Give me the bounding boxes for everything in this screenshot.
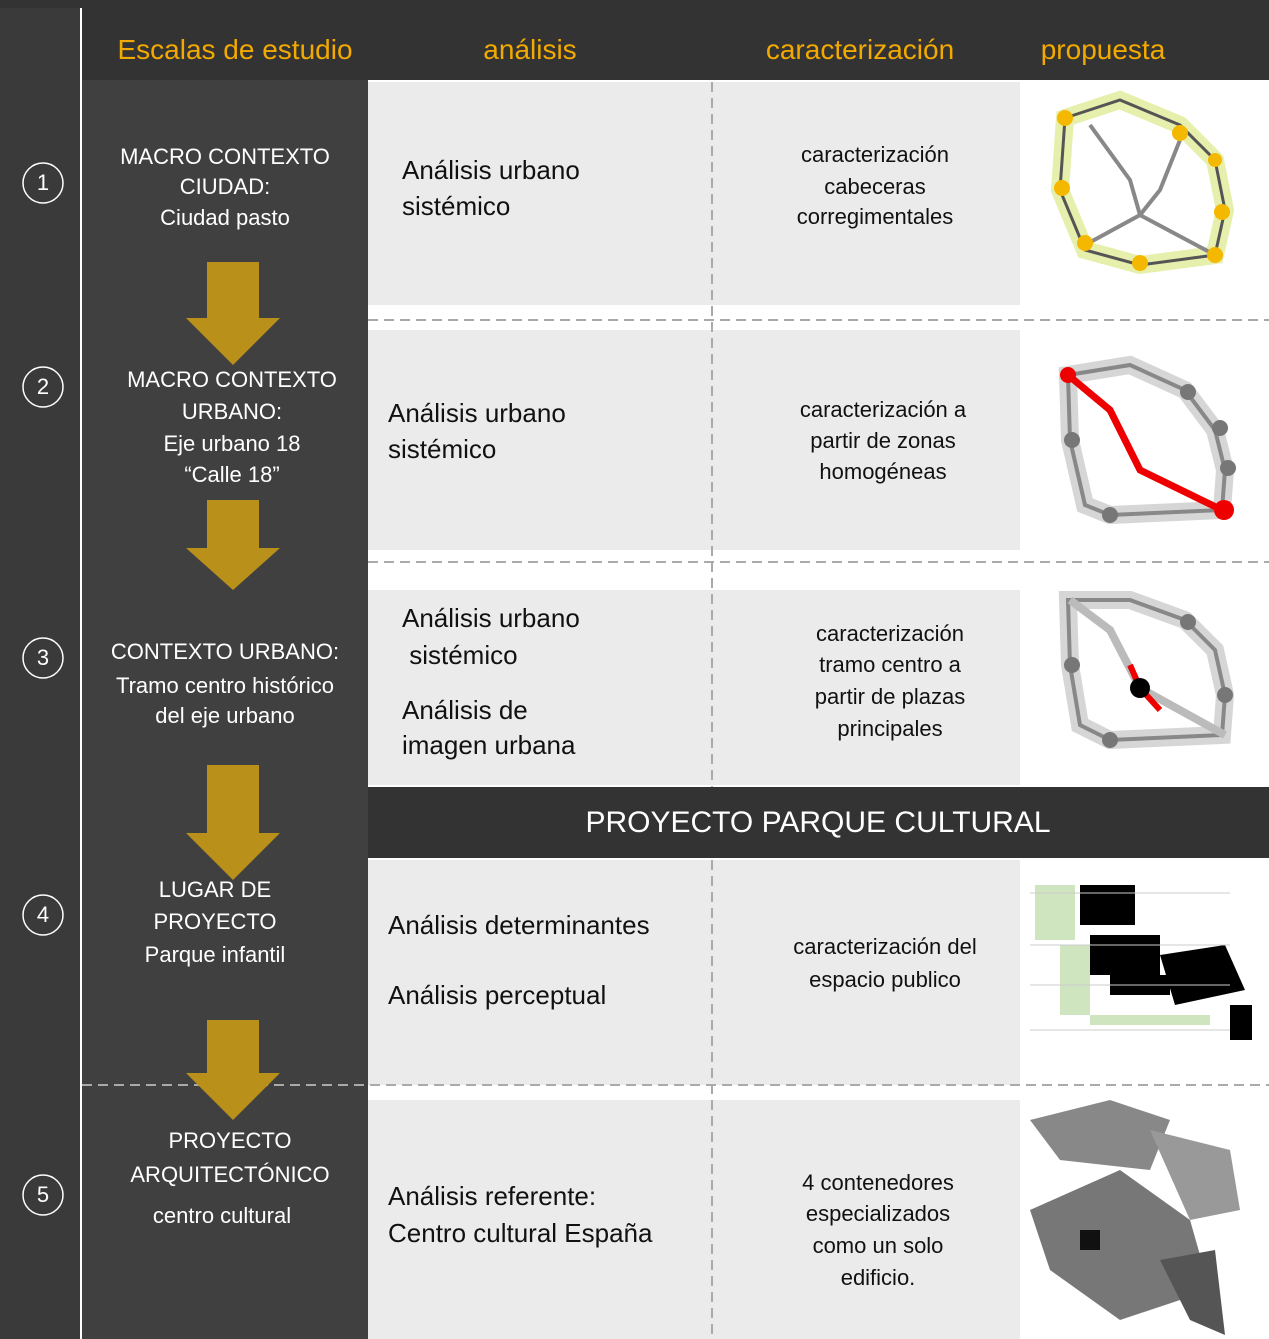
analysis-line: imagen urbana — [402, 730, 576, 760]
analysis-line: Análisis perceptual — [388, 980, 607, 1010]
banner: PROYECTO PARQUE CULTURAL — [585, 806, 1051, 839]
analysis-line: Centro cultural España — [388, 1218, 653, 1248]
characterization-line: caracterización — [816, 621, 964, 646]
analysis-line: Análisis urbano — [402, 155, 580, 185]
scale-line: MACRO CONTEXTO — [127, 367, 337, 392]
characterization-line: partir de plazas — [814, 684, 966, 709]
analysis-line: Análisis de — [402, 695, 528, 725]
characterization-line: homogéneas — [819, 459, 947, 484]
characterization-line: partir de zonas — [810, 428, 956, 453]
scale-line: CONTEXTO URBANO: — [110, 639, 340, 664]
characterization-line: corregimentales — [796, 204, 954, 229]
characterization-line: caracterización a — [799, 397, 967, 422]
column-header: análisis — [483, 34, 577, 65]
scale-line: CIUDAD: — [179, 174, 271, 199]
characterization-line: caracterización — [801, 142, 949, 167]
characterization-line: especializados — [805, 1201, 951, 1226]
scale-line: URBANO: — [181, 399, 283, 424]
scale-line: Tramo centro histórico — [115, 673, 335, 698]
characterization-line: edificio. — [840, 1265, 916, 1290]
analysis-line: Análisis determinantes — [388, 910, 650, 940]
characterization-line: principales — [837, 716, 943, 741]
scale-line: Eje urbano 18 — [163, 431, 301, 456]
scale-line: “Calle 18” — [184, 462, 280, 487]
column-header: caracterización — [765, 34, 955, 65]
column-header: propuesta — [1040, 34, 1166, 65]
column-header: Escalas de estudio — [117, 34, 353, 65]
analysis-line: sistémico — [402, 191, 511, 221]
analysis-line: sistémico — [388, 434, 497, 464]
characterization-line: cabeceras — [824, 174, 926, 199]
analysis-line: Análisis referente: — [388, 1181, 597, 1211]
analysis-line: Análisis urbano — [402, 603, 580, 633]
row-number: 3 — [36, 645, 50, 670]
scale-line: LUGAR DE — [158, 877, 272, 902]
analysis-line: Análisis urbano — [388, 398, 566, 428]
characterization-line: caracterización del — [793, 934, 977, 959]
characterization-line: espacio publico — [809, 967, 961, 992]
row-number: 5 — [36, 1182, 50, 1207]
scale-line: Parque infantil — [144, 942, 286, 967]
row-number: 2 — [36, 374, 50, 399]
characterization-line: 4 contenedores — [802, 1170, 954, 1195]
scale-line: PROYECTO — [168, 1128, 292, 1153]
analysis-line: sistémico — [402, 640, 518, 670]
scale-line: PROYECTO — [153, 909, 277, 934]
row-number: 1 — [36, 170, 50, 195]
characterization-line: como un solo — [812, 1233, 944, 1258]
characterization-line: tramo centro a — [819, 652, 961, 677]
scale-line: del eje urbano — [155, 703, 295, 728]
scale-line: MACRO CONTEXTO — [120, 144, 330, 169]
scale-line: centro cultural — [152, 1203, 292, 1228]
scale-line: Ciudad pasto — [160, 205, 290, 230]
row-number: 4 — [36, 902, 50, 927]
scale-line: ARQUITECTÓNICO — [130, 1162, 330, 1187]
